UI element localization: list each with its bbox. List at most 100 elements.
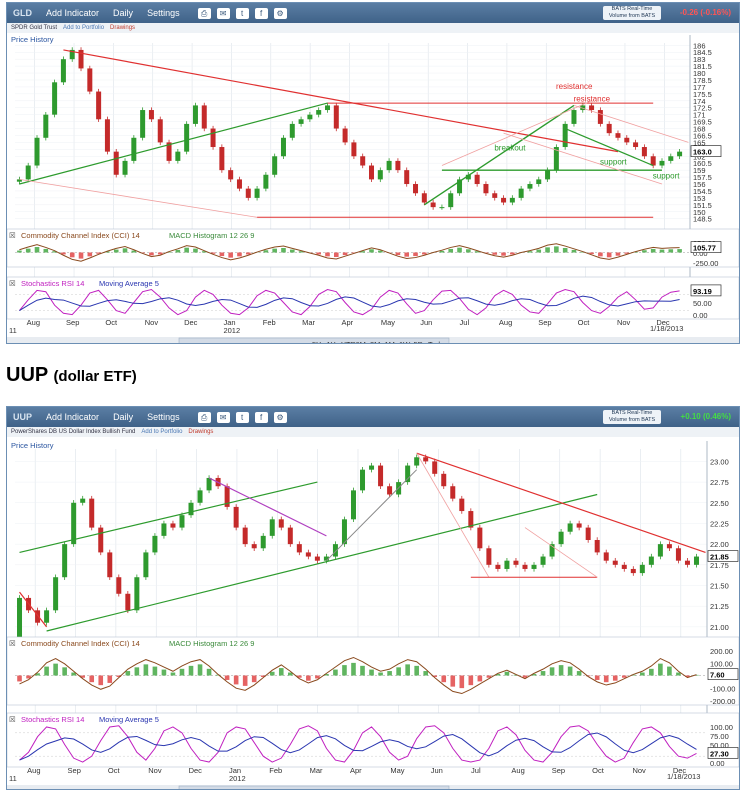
candle-body bbox=[465, 174, 471, 180]
last-price-badge bbox=[690, 145, 722, 157]
last-price-badge bbox=[707, 550, 739, 562]
candle-body bbox=[509, 197, 515, 203]
range-button[interactable]: Today bbox=[428, 340, 448, 343]
candle-body bbox=[648, 556, 654, 565]
range-button[interactable]: 1M bbox=[385, 340, 395, 343]
candle-body bbox=[531, 564, 537, 569]
candle-body bbox=[25, 165, 31, 180]
candle-body bbox=[693, 556, 699, 565]
cci-tick-label: -200.00 bbox=[710, 697, 735, 706]
price-tick-label: 22.25 bbox=[710, 519, 729, 528]
price-tick-label: 172.5 bbox=[693, 104, 712, 113]
support-channel-line bbox=[564, 127, 654, 167]
candle-body bbox=[269, 519, 275, 536]
candle-body bbox=[107, 552, 113, 578]
major-resistance-trendline bbox=[63, 49, 619, 153]
range-button[interactable]: 6M bbox=[356, 788, 366, 789]
month-label: May bbox=[381, 318, 395, 327]
chart-date-label: 1/18/2013 bbox=[650, 324, 683, 333]
candle-body bbox=[351, 142, 357, 157]
gld-add-portfolio-link[interactable]: Add to Portfolio bbox=[63, 25, 105, 31]
candle-body bbox=[224, 486, 230, 507]
range-button[interactable]: 1W bbox=[399, 340, 411, 343]
uup-realtime-label: BATS Real-Time bbox=[611, 410, 653, 416]
price-tick-label: 23.00 bbox=[710, 457, 729, 466]
uup-settings-button[interactable]: Settings bbox=[147, 412, 180, 422]
price-tick-label: 168 bbox=[693, 125, 706, 134]
uup-symbol[interactable]: UUP bbox=[13, 412, 33, 422]
uup-email-icon[interactable]: ✉ bbox=[216, 411, 230, 423]
candle-body bbox=[206, 477, 212, 491]
candle-body bbox=[192, 105, 198, 124]
macd-histogram-bar bbox=[492, 252, 498, 255]
macd-histogram-bar bbox=[53, 663, 58, 676]
macd-histogram-bar bbox=[96, 252, 101, 254]
range-button[interactable]: 5Y bbox=[312, 788, 321, 789]
uup-add-portfolio-link[interactable]: Add to Portfolio bbox=[141, 429, 183, 435]
range-button[interactable]: 1M bbox=[385, 788, 395, 789]
range-button[interactable]: 1Y bbox=[327, 340, 336, 343]
year-label: 2012 bbox=[223, 326, 240, 335]
macd-histogram-bar bbox=[251, 675, 257, 683]
macd-histogram-bar bbox=[612, 675, 618, 681]
candle-body bbox=[52, 82, 58, 115]
range-button[interactable]: 3M bbox=[370, 788, 380, 789]
candle-body bbox=[296, 544, 302, 553]
candle-body bbox=[350, 490, 356, 520]
candle-body bbox=[432, 461, 438, 474]
uup-print-icon[interactable]: ⎙ bbox=[197, 411, 211, 423]
uup-add-indicator-button[interactable]: Add Indicator bbox=[46, 412, 100, 422]
range-button[interactable]: 5Y bbox=[312, 340, 321, 343]
range-button[interactable]: 5D bbox=[414, 788, 424, 789]
candle-body bbox=[603, 552, 609, 561]
candle-body bbox=[35, 610, 41, 623]
range-button[interactable]: 1W bbox=[399, 788, 411, 789]
gld-period-select[interactable]: Daily bbox=[113, 8, 134, 18]
macd-histogram-bar bbox=[179, 668, 185, 676]
range-button[interactable]: YTD bbox=[341, 788, 357, 789]
range-button[interactable]: Today bbox=[428, 788, 448, 789]
uup-facebook-icon[interactable]: f bbox=[254, 411, 268, 423]
range-button[interactable]: YTD bbox=[341, 340, 357, 343]
price-tick-label: 21.75 bbox=[710, 561, 729, 570]
candle-body bbox=[369, 165, 375, 180]
chart-annotation: breakout bbox=[494, 144, 526, 153]
month-label: Oct bbox=[105, 318, 118, 327]
price-tick-label: 156 bbox=[693, 180, 706, 189]
uup-settings-gear-icon[interactable]: ⚙ bbox=[273, 411, 287, 423]
candle-body bbox=[324, 105, 330, 111]
month-label: Dec bbox=[184, 318, 198, 327]
macd-histogram-bar bbox=[228, 252, 233, 258]
macd-histogram-bar bbox=[667, 666, 672, 676]
range-button[interactable]: 1Y bbox=[327, 788, 336, 789]
gld-twitter-icon[interactable]: t bbox=[235, 7, 249, 19]
uup-drawings-link[interactable]: Drawings bbox=[188, 429, 214, 435]
gld-add-indicator-button[interactable]: Add Indicator bbox=[46, 8, 100, 18]
candle-body bbox=[166, 142, 172, 161]
range-button[interactable]: 6M bbox=[356, 340, 366, 343]
macd-histogram-bar bbox=[606, 252, 612, 258]
uup-twitter-icon[interactable]: t bbox=[235, 411, 249, 423]
timeline-range-handle bbox=[178, 337, 450, 343]
macd-histogram-bar bbox=[531, 674, 537, 676]
stoch-tick-label: 50.00 bbox=[710, 741, 729, 750]
macd-histogram-bar bbox=[175, 249, 181, 253]
uup-toolbar-icons: ⎙ ✉ t f ⚙ bbox=[197, 411, 287, 423]
month-label: Feb bbox=[269, 766, 282, 775]
macd-histogram-bar bbox=[549, 667, 555, 676]
gld-print-icon[interactable]: ⎙ bbox=[197, 7, 211, 19]
gld-email-icon[interactable]: ✉ bbox=[216, 7, 230, 19]
gld-drawings-link[interactable]: Drawings bbox=[110, 25, 136, 31]
gld-symbol[interactable]: GLD bbox=[13, 8, 32, 18]
range-button[interactable]: 5D bbox=[414, 340, 424, 343]
macd-histogram-bar bbox=[405, 664, 410, 676]
range-button[interactable]: 3M bbox=[370, 340, 380, 343]
chart-annotation: support bbox=[600, 158, 627, 167]
macd-histogram-bar bbox=[233, 675, 239, 685]
gld-settings-gear-icon[interactable]: ⚙ bbox=[273, 7, 287, 19]
gld-settings-button[interactable]: Settings bbox=[147, 8, 180, 18]
uup-period-select[interactable]: Daily bbox=[113, 412, 134, 422]
candle-body bbox=[233, 506, 239, 528]
month-label: Apr bbox=[350, 766, 362, 775]
gld-facebook-icon[interactable]: f bbox=[254, 7, 268, 19]
